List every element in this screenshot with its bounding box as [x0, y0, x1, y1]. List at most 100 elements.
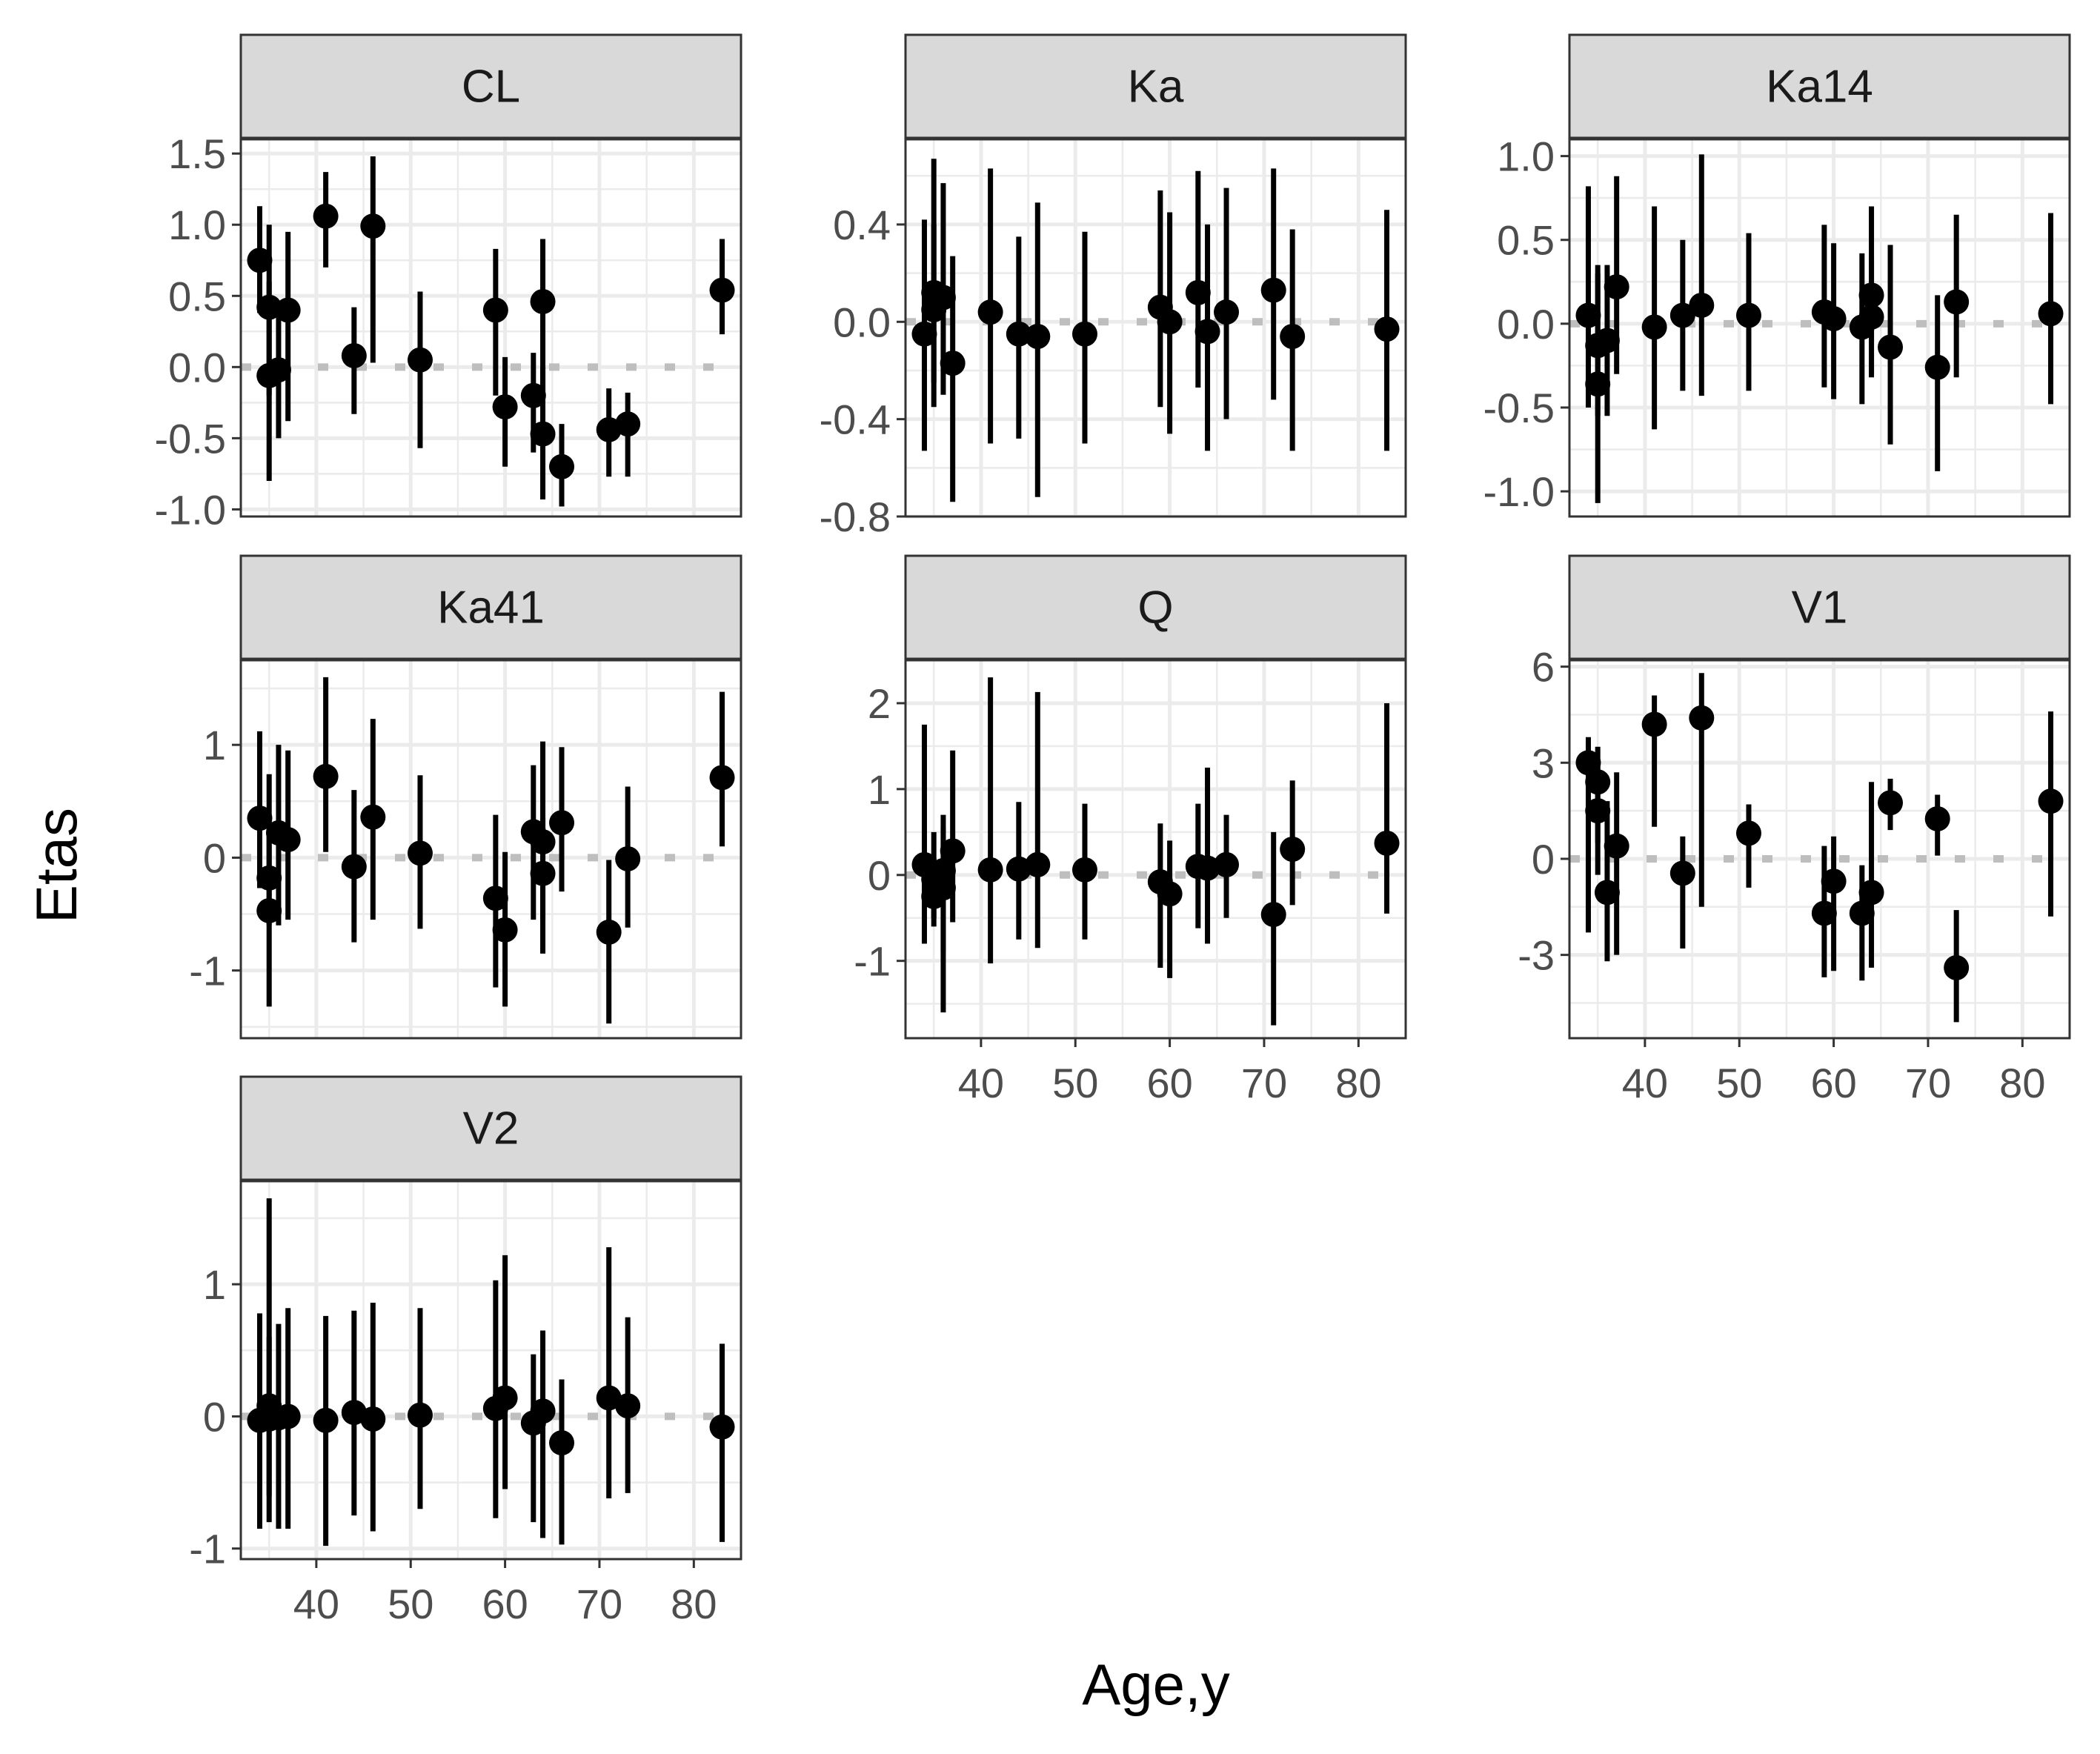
data-point	[247, 805, 273, 831]
data-point	[1878, 334, 1904, 360]
data-point	[1604, 274, 1629, 300]
data-point	[275, 1403, 301, 1429]
data-point	[1585, 371, 1611, 397]
panel-q: Q -1 0 1 2 40 50 60 70 80	[854, 554, 1407, 1106]
y-tick-label: 1.0	[168, 202, 226, 248]
y-tick-label: -1	[854, 938, 891, 985]
data-point	[360, 1406, 386, 1432]
data-point	[549, 1430, 575, 1456]
x-tick-label: 50	[388, 1581, 433, 1627]
strip-label: Ka41	[437, 582, 545, 634]
data-point	[492, 394, 518, 420]
strip-background	[239, 554, 742, 660]
panel-border	[239, 659, 742, 1040]
x-tick-label: 40	[958, 1060, 1004, 1106]
y-tick-label: 1.0	[1497, 133, 1555, 180]
data-point	[940, 838, 966, 864]
x-tick-label: 80	[1999, 1060, 2045, 1106]
data-point	[1858, 880, 1884, 906]
x-tick-label: 80	[1335, 1060, 1381, 1106]
strip-label: Q	[1137, 582, 1173, 634]
y-tick-label: -1.0	[155, 486, 227, 533]
x-tick-label: 60	[482, 1581, 528, 1627]
data-point	[1689, 292, 1715, 318]
data-point	[1821, 868, 1847, 894]
strip-background	[1568, 33, 2071, 139]
y-tick-label: -0.4	[820, 396, 891, 443]
y-tick-label: 3	[1532, 740, 1555, 786]
data-point	[1641, 314, 1667, 340]
y-tick-label: 0.5	[168, 273, 226, 319]
data-point	[1735, 302, 1761, 328]
data-point	[482, 886, 508, 911]
data-point	[256, 897, 282, 923]
data-point	[1374, 830, 1400, 856]
y-tick-label: -0.8	[820, 494, 891, 540]
data-point	[1944, 289, 1970, 315]
data-point	[1858, 304, 1884, 330]
panel-ka: Ka -0.8 -0.4 0.0 0.4	[820, 33, 1407, 540]
panel-border	[1568, 659, 2071, 1040]
data-point	[549, 810, 575, 836]
data-point	[1374, 316, 1400, 342]
y-tick-label: 0	[868, 852, 891, 899]
data-point	[1157, 309, 1183, 335]
data-point	[1585, 798, 1611, 824]
y-tick-label: 1.5	[168, 130, 226, 177]
x-tick-label: 80	[671, 1581, 717, 1627]
data-point	[596, 1385, 622, 1411]
x-tick-label: 40	[1622, 1060, 1668, 1106]
data-point	[596, 919, 622, 945]
strip-label: Ka14	[1766, 62, 1873, 113]
y-tick-label: 0	[1532, 836, 1555, 883]
x-tick-label: 50	[1716, 1060, 1762, 1106]
data-point	[615, 411, 641, 437]
panel-border	[1568, 138, 2071, 518]
strip-label: Ka	[1128, 62, 1184, 113]
data-point	[930, 285, 956, 310]
data-point	[1944, 954, 1970, 980]
data-point	[1157, 881, 1183, 907]
data-point	[1669, 302, 1695, 328]
x-tick-label: 50	[1052, 1060, 1098, 1106]
data-point	[1594, 328, 1620, 353]
data-point	[1025, 851, 1051, 877]
data-point	[341, 342, 367, 368]
data-point	[1194, 319, 1220, 345]
panel-border	[904, 138, 1407, 518]
y-tick-label: 0	[203, 834, 226, 881]
data-point	[1006, 321, 1031, 347]
data-point	[1071, 857, 1097, 883]
data-point	[2038, 301, 2064, 327]
y-tick-label: -3	[1518, 932, 1555, 979]
strip-label: V2	[463, 1103, 519, 1155]
data-point	[256, 865, 282, 891]
x-tick-label: 70	[1905, 1060, 1951, 1106]
data-point	[930, 857, 956, 883]
y-tick-label: 0.4	[833, 202, 891, 248]
y-tick-label: 0.0	[833, 299, 891, 345]
x-tick-label: 40	[293, 1581, 339, 1627]
panel-ka14: Ka14 -1.0 -0.5 0.0 0.5 1.0	[1483, 33, 2071, 518]
data-point	[1071, 321, 1097, 347]
panel-v1: V1 -3 0 3 6 40 50 60 70 80	[1518, 554, 2071, 1106]
data-point	[1280, 837, 1306, 862]
data-point	[530, 421, 556, 447]
panel-border	[904, 659, 1407, 1040]
x-tick-label: 70	[1241, 1060, 1287, 1106]
data-point	[1280, 323, 1306, 349]
data-point	[1260, 902, 1286, 928]
data-point	[313, 763, 339, 789]
panel-border	[239, 138, 742, 518]
data-point	[1575, 750, 1601, 776]
strip-background	[904, 554, 1407, 660]
y-tick-label: 2	[868, 680, 891, 727]
data-point	[615, 1393, 641, 1419]
data-point	[530, 829, 556, 855]
data-point	[1821, 306, 1847, 332]
data-point	[256, 294, 282, 320]
y-tick-label: -1	[189, 1526, 226, 1572]
data-point	[1924, 354, 1950, 380]
data-point	[247, 248, 273, 273]
